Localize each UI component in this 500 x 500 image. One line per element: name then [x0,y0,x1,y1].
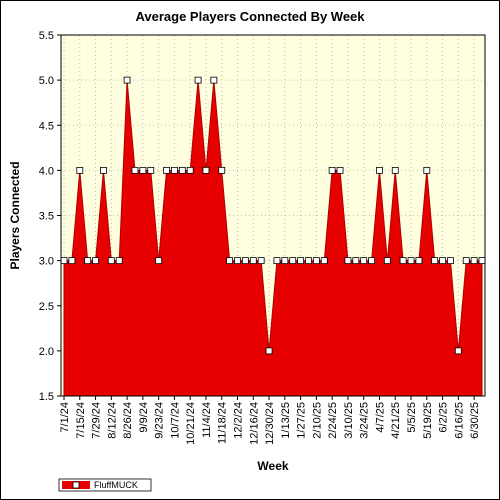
data-point [131,166,139,174]
y-tick-label: 3.0 [39,256,54,268]
x-tick-label: 12/16/24 [248,402,260,445]
data-point [210,76,218,84]
data-point [447,257,454,265]
data-point [100,166,107,174]
x-tick-label: 3/10/25 [343,402,355,439]
x-tick-label: 1/13/25 [280,402,292,439]
data-point [241,257,249,265]
data-point [470,257,478,265]
x-tick-label: 1/27/25 [296,402,308,439]
data-point [289,257,297,265]
y-tick-label: 5.5 [39,30,54,42]
data-point [376,166,383,174]
data-point [273,257,281,265]
legend-marker [72,481,80,489]
x-tick-label: 5/5/25 [406,402,418,433]
data-point [155,257,163,265]
data-point [76,166,84,174]
data-point [194,76,202,84]
data-point [147,166,155,174]
data-point [234,257,241,265]
x-tick-label: 7/29/24 [91,402,103,439]
x-tick-label: 5/19/25 [422,402,434,439]
data-point [84,257,92,265]
y-tick-label: 1.5 [39,391,54,403]
data-point [297,257,305,265]
x-tick-label: 6/30/25 [469,402,481,439]
plot-border [60,34,486,397]
x-tick-label: 11/4/24 [201,402,213,438]
data-point [431,257,439,265]
data-point [68,257,76,265]
y-tick-label: 2.0 [39,346,54,358]
y-tick-label: 4.5 [39,120,54,132]
y-tick-label: 4.0 [39,165,54,177]
data-point [249,257,257,265]
data-point [423,166,431,174]
x-tick-label: 11/18/24 [217,402,229,444]
data-point [439,257,446,265]
data-point [305,257,312,265]
data-point [218,166,226,174]
data-point [478,257,486,265]
x-tick-label: 12/30/24 [264,402,276,445]
data-point [407,257,415,265]
x-tick-label: 9/23/24 [154,402,166,439]
data-point [399,257,407,265]
data-point [139,166,147,174]
x-tick-label: 4/7/25 [374,402,386,433]
x-axis-title: Week [257,459,288,473]
data-point [115,257,123,265]
data-point [328,166,336,174]
data-point [344,257,352,265]
data-point [312,257,320,265]
data-point [391,166,399,174]
data-point [202,166,210,174]
data-point [360,257,368,265]
data-point [171,166,178,174]
y-tick-label: 2.5 [39,301,54,313]
x-tick-label: 7/15/24 [75,402,87,439]
y-tick-label: 3.5 [39,211,54,223]
x-tick-label: 8/12/24 [106,402,118,439]
data-point [186,166,194,174]
data-point [415,257,423,265]
y-axis-title: Players Connected [8,161,22,269]
y-tick-label: 5.0 [39,75,54,87]
data-point [107,257,115,265]
x-tick-label: 4/21/25 [390,402,402,439]
data-point [123,76,131,84]
x-tick-label: 10/21/24 [185,402,197,445]
x-tick-label: 2/24/25 [327,402,339,439]
data-point [336,166,344,174]
x-tick-label: 6/16/25 [453,402,465,439]
data-point [368,257,375,265]
data-point [257,257,265,265]
x-tick-label: 10/7/24 [169,402,181,439]
data-point [454,347,462,355]
data-point [163,166,170,174]
x-tick-label: 3/24/25 [359,402,371,439]
data-point [92,257,99,265]
x-tick-label: 9/9/24 [138,402,150,433]
x-tick-label: 8/26/24 [122,402,134,439]
data-point [320,257,328,265]
data-point [383,257,391,265]
x-tick-label: 7/1/24 [59,402,71,433]
x-tick-label: 2/10/25 [311,402,323,439]
x-tick-label: 6/2/25 [438,402,450,433]
data-point [352,257,360,265]
data-point [462,257,470,265]
data-point [281,257,289,265]
data-point [178,166,186,174]
legend-label: FluffMUCK [94,480,138,490]
data-point [226,257,234,265]
data-point [60,257,68,265]
data-point [265,347,273,355]
x-tick-label: 12/2/24 [233,402,245,439]
chart-title: Average Players Connected By Week [135,9,365,24]
